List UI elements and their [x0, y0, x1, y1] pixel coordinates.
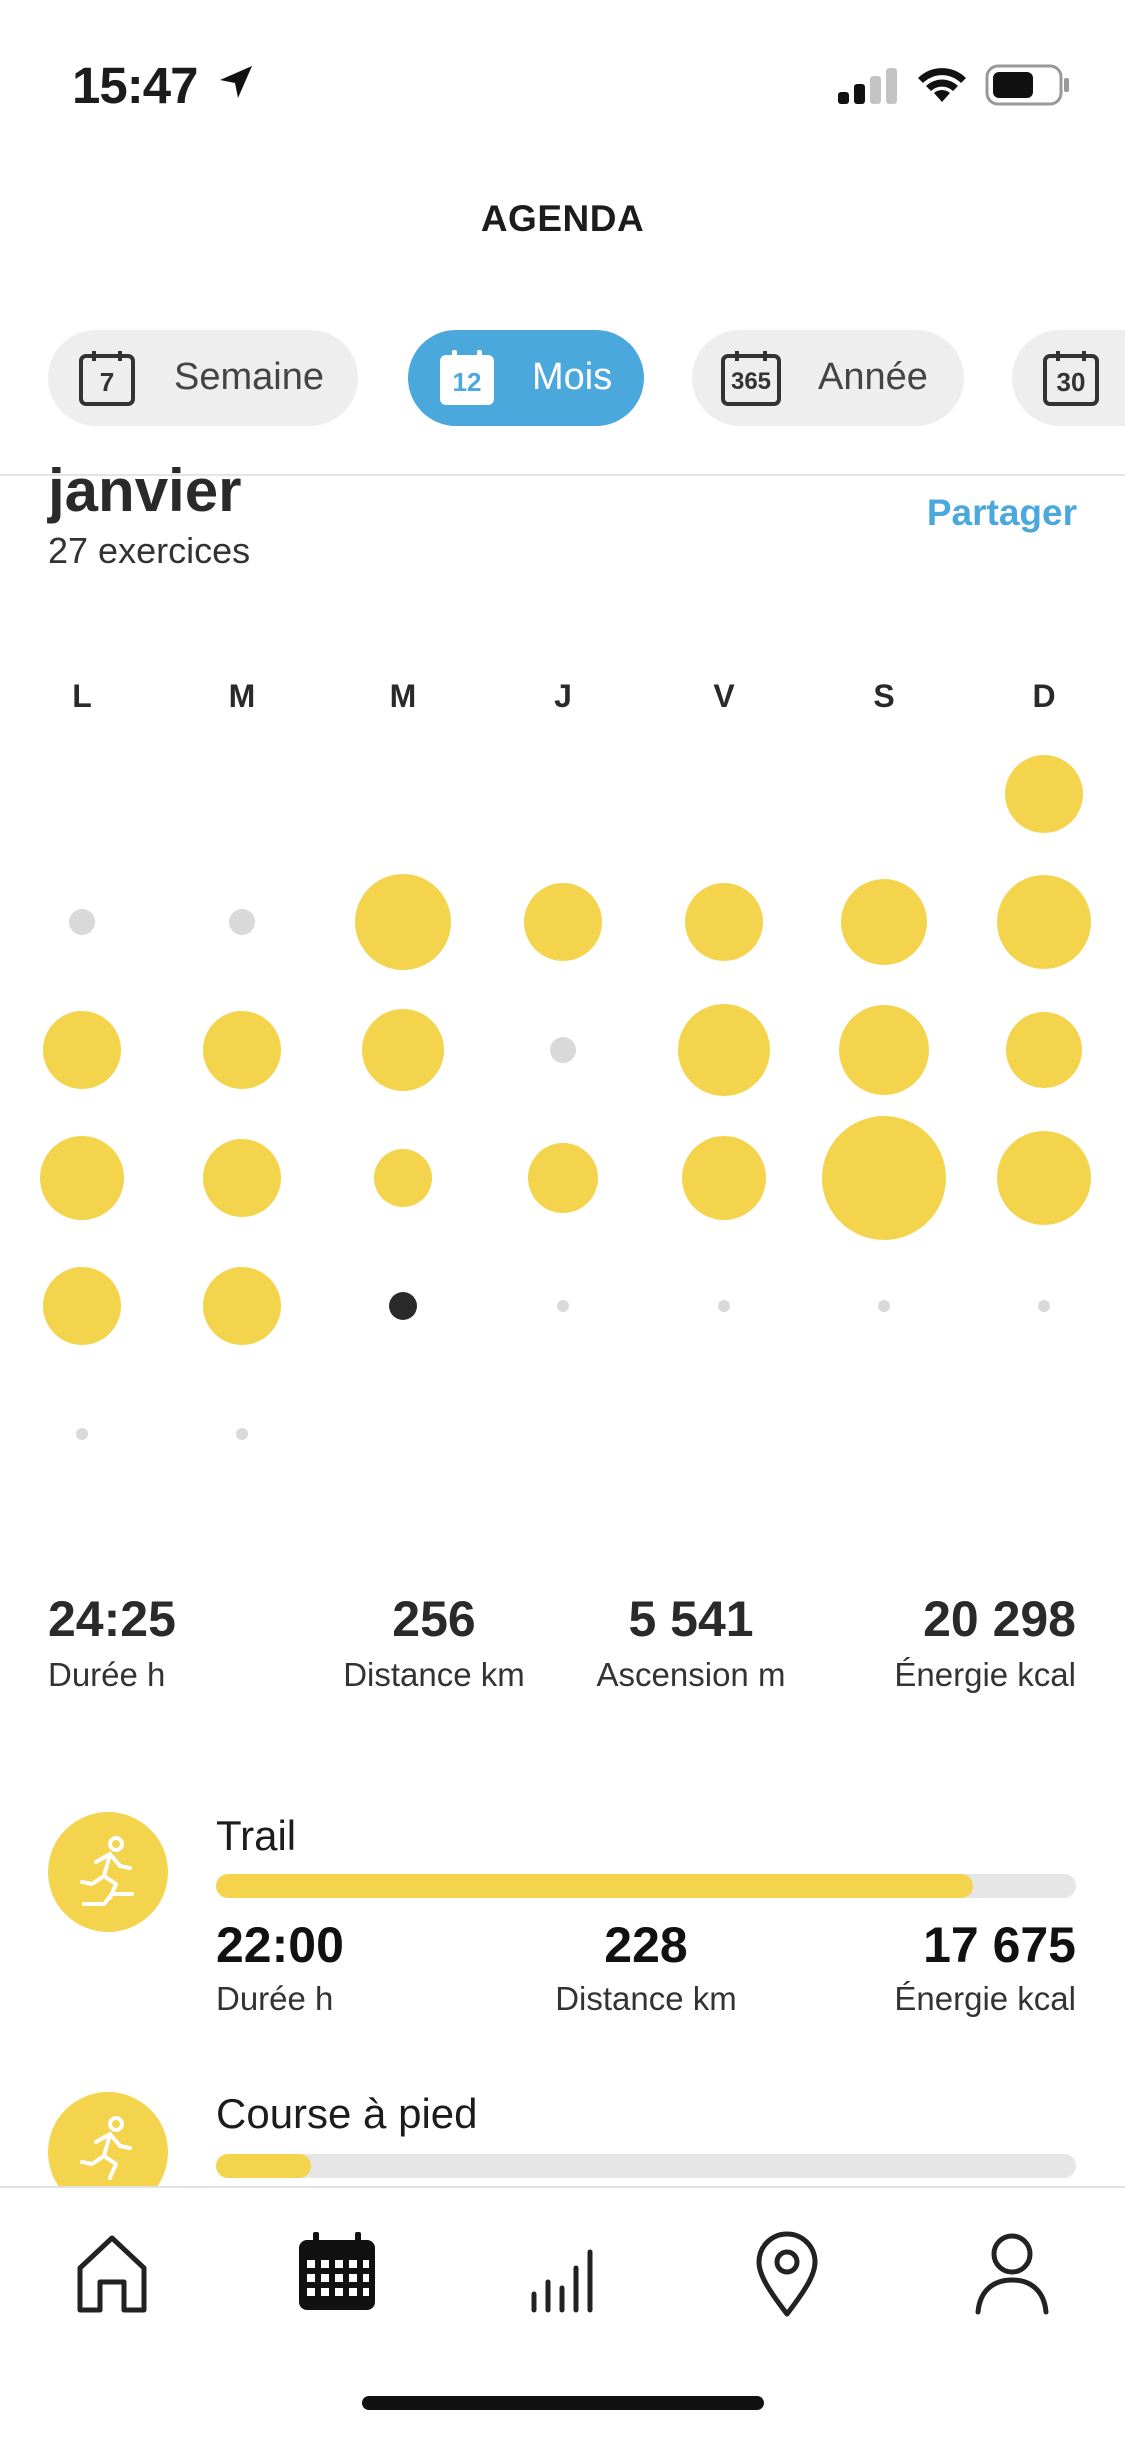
calendar-30-icon: 30: [1042, 349, 1100, 407]
weekday-label: V: [713, 678, 735, 714]
map-tab[interactable]: [737, 2222, 837, 2322]
calendar-day-activity[interactable]: [374, 1149, 432, 1207]
share-button[interactable]: Partager: [926, 492, 1077, 533]
calendar-day-activity[interactable]: [203, 1011, 281, 1089]
cellular-signal-icon: [838, 68, 897, 104]
calendar-tab[interactable]: [287, 2222, 387, 2322]
weekday-label: D: [1032, 678, 1056, 714]
calendar-day-activity[interactable]: [839, 1005, 929, 1095]
home-indicator[interactable]: [362, 2396, 764, 2410]
calendar-month-icon: 12: [438, 349, 496, 407]
activity-share-bar: [216, 1874, 1076, 1898]
activity-distance: 228 Distance km: [555, 1917, 737, 2017]
summary-distance: 256 Distance km: [343, 1591, 525, 1693]
period-custom-chip[interactable]: 30: [1012, 330, 1125, 426]
calendar-day-activity[interactable]: [43, 1011, 121, 1089]
trail-runner-icon[interactable]: [48, 1812, 168, 1932]
summary-energy: 20 298 Énergie kcal: [894, 1591, 1076, 1693]
stats-tab[interactable]: [512, 2222, 612, 2322]
activity-duration: 22:00 Durée h: [216, 1917, 344, 2017]
calendar-day-empty[interactable]: [878, 1300, 890, 1312]
period-week-label: Semaine: [174, 356, 324, 398]
activity-share-bar: [216, 2154, 1076, 2178]
stats-icon: [531, 2249, 593, 2313]
home-tab[interactable]: [62, 2222, 162, 2322]
profile-icon: [975, 2233, 1049, 2315]
status-bar: 15:47: [0, 0, 1125, 140]
calendar-icon: [299, 2232, 375, 2310]
calendar-day-activity[interactable]: [685, 883, 763, 961]
calendar-day-activity[interactable]: [43, 1267, 121, 1345]
summary-duration: 24:25 Durée h: [48, 1591, 176, 1693]
weekday-label: M: [228, 678, 256, 714]
calendar-day-activity[interactable]: [678, 1004, 770, 1096]
calendar-day-activity[interactable]: [528, 1143, 598, 1213]
activity-name: Course à pied: [216, 2090, 478, 2137]
calendar-day-empty[interactable]: [550, 1037, 576, 1063]
calendar-day-activity[interactable]: [40, 1136, 124, 1220]
weekday-label: S: [873, 678, 895, 714]
wifi-icon: [918, 68, 966, 102]
calendar-day-empty[interactable]: [76, 1428, 88, 1440]
calendar-day-activity[interactable]: [355, 874, 451, 970]
divider: [0, 474, 1125, 476]
summary-ascent: 5 541 Ascension m: [596, 1591, 786, 1693]
activity-name: Trail: [216, 1812, 297, 1859]
location-arrow-icon: [220, 66, 252, 98]
activity-energy: 17 675 Énergie kcal: [894, 1917, 1076, 2017]
weekday-label: J: [554, 678, 572, 714]
weekday-label: L: [72, 678, 92, 714]
calendar-day-empty[interactable]: [69, 909, 95, 935]
calendar-day-activity[interactable]: [1006, 1012, 1082, 1088]
calendar-day-activity[interactable]: [822, 1116, 946, 1240]
month-title: janvier: [48, 457, 242, 524]
period-year-chip[interactable]: 365 Année: [692, 330, 964, 426]
status-time: 15:47: [72, 57, 198, 114]
calendar-day-activity[interactable]: [524, 883, 602, 961]
exercise-count: 27 exercices: [48, 530, 251, 571]
calendar-day-empty[interactable]: [1038, 1300, 1050, 1312]
calendar-day-activity[interactable]: [997, 1131, 1091, 1225]
calendar-day-empty[interactable]: [236, 1428, 248, 1440]
period-month-label: Mois: [532, 356, 613, 398]
period-year-label: Année: [818, 356, 928, 398]
calendar-day-activity[interactable]: [203, 1267, 281, 1345]
page-title: AGENDA: [480, 198, 645, 239]
home-icon: [77, 2235, 147, 2313]
calendar-day-empty[interactable]: [718, 1300, 730, 1312]
activity-share-fill: [216, 2154, 311, 2178]
calendar-day-empty[interactable]: [557, 1300, 569, 1312]
period-selector: 7 Semaine 12 Mois 365 Année 30: [0, 330, 1125, 426]
calendar-day-activity[interactable]: [997, 875, 1091, 969]
calendar-day-activity[interactable]: [682, 1136, 766, 1220]
calendar-today-marker[interactable]: [389, 1292, 417, 1320]
calendar-day-activity[interactable]: [841, 879, 927, 965]
month-calendar: L M M J V S D: [0, 660, 1125, 1460]
weekday-label: M: [389, 678, 417, 714]
profile-tab[interactable]: [962, 2222, 1062, 2322]
period-month-chip[interactable]: 12 Mois: [408, 330, 644, 426]
battery-icon: [985, 64, 1069, 106]
calendar-day-activity[interactable]: [362, 1009, 444, 1091]
calendar-week-icon: 7: [78, 349, 136, 407]
calendar-day-activity[interactable]: [1005, 755, 1083, 833]
period-week-chip[interactable]: 7 Semaine: [48, 330, 358, 426]
calendar-day-empty[interactable]: [229, 909, 255, 935]
calendar-day-activity[interactable]: [203, 1139, 281, 1217]
map-pin-icon: [756, 2231, 818, 2317]
activity-share-fill: [216, 1874, 973, 1898]
calendar-year-icon: 365: [720, 349, 781, 407]
